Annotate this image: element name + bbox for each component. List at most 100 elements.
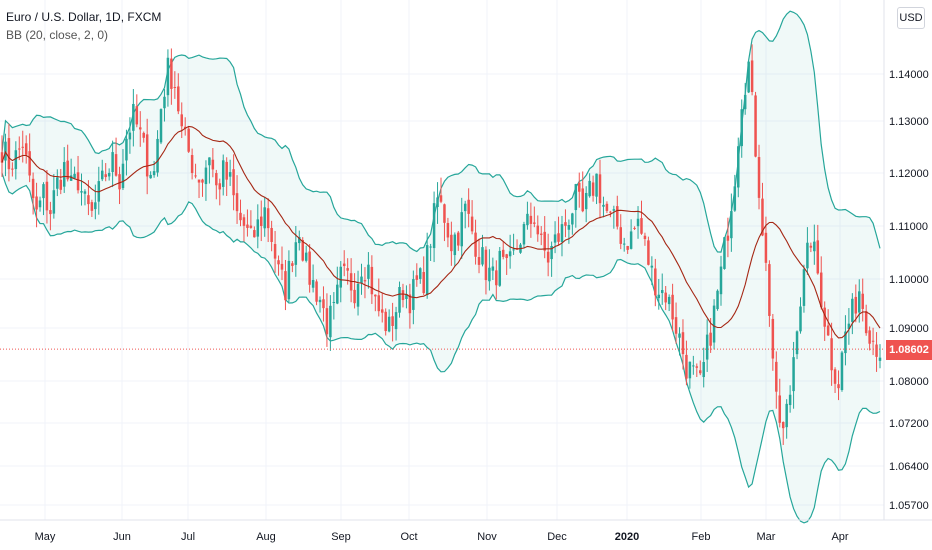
candle-body <box>678 333 681 338</box>
candle-body <box>66 160 69 180</box>
candle-body <box>401 290 405 301</box>
time-tick-label: Sep <box>331 531 351 543</box>
candle-body <box>674 317 678 334</box>
candle-body <box>387 316 391 332</box>
candle-body <box>775 361 778 392</box>
candle-body <box>819 272 823 308</box>
candle-body <box>526 213 529 226</box>
candle-body <box>228 172 232 177</box>
candle-body <box>702 361 705 378</box>
candle-body <box>225 161 228 180</box>
candle-body <box>875 344 878 357</box>
candle-body <box>837 384 840 389</box>
candle-body <box>38 200 42 208</box>
candle-body <box>370 266 374 295</box>
candle-body <box>481 247 484 265</box>
candle-body <box>550 245 553 260</box>
candle-body <box>339 266 343 288</box>
candle-body <box>242 217 246 226</box>
candle-body <box>363 280 367 282</box>
candle-body <box>733 186 737 211</box>
candle-body <box>726 235 730 241</box>
candle-body <box>31 178 35 199</box>
candle-body <box>636 218 640 227</box>
candle-body <box>730 211 733 239</box>
candle-body <box>581 188 584 212</box>
candle-body <box>868 330 871 344</box>
candle-body <box>332 301 336 303</box>
candle-body <box>277 260 280 265</box>
candle-body <box>21 146 24 148</box>
candle-body <box>104 174 107 178</box>
candle-body <box>73 173 76 179</box>
candle-body <box>467 199 470 214</box>
candle-body <box>201 179 204 183</box>
last-price-label: 1.08602 <box>886 340 932 360</box>
candle-body <box>443 204 446 223</box>
candle-body <box>80 191 83 193</box>
candle-body <box>83 191 87 194</box>
candle-body <box>505 254 508 259</box>
candle-body <box>598 174 602 204</box>
lower-band-line <box>1 172 881 524</box>
price-tick-label: 1.08000 <box>889 376 929 388</box>
candle-body <box>484 249 488 281</box>
candle-body <box>747 61 750 93</box>
price-tick-label: 1.13000 <box>889 116 929 128</box>
candle-body <box>453 234 457 256</box>
candle-body <box>591 182 595 196</box>
price-tick-label: 1.07200 <box>889 418 929 430</box>
price-axis[interactable]: 1.14000 1.13000 1.12000 1.11000 1.10000 1.090… <box>889 69 929 512</box>
candle-body <box>422 271 425 294</box>
candle-body <box>149 174 152 179</box>
candle-body <box>35 196 38 210</box>
candle-body <box>322 299 325 309</box>
candle-body <box>311 280 315 288</box>
candle-body <box>125 138 128 161</box>
candle-body <box>152 171 156 176</box>
candle-body <box>764 232 768 263</box>
candle-body <box>304 252 308 261</box>
candle-body <box>170 58 173 89</box>
candle-body <box>128 132 132 140</box>
candle-body <box>391 316 394 326</box>
candle-body <box>432 203 436 249</box>
candle-body <box>851 298 854 322</box>
currency-button[interactable]: USD <box>897 7 925 29</box>
candle-body <box>253 230 256 238</box>
candle-body <box>353 289 356 304</box>
candle-body <box>667 296 671 305</box>
time-tick-label: Oct <box>400 531 417 543</box>
candle-body <box>412 279 415 310</box>
candle-body <box>204 167 208 185</box>
candle-body <box>76 172 80 191</box>
candle-body <box>650 265 654 268</box>
candle-body <box>356 283 360 307</box>
candle-body <box>218 183 222 190</box>
candle-body <box>539 233 543 235</box>
candle-body <box>24 143 28 155</box>
time-tick-label: Aug <box>256 531 276 543</box>
time-axis[interactable]: May Jun Jul Aug Sep Oct Nov Dec 2020 Feb Mar Apr <box>35 531 849 543</box>
time-tick-label: 2020 <box>615 531 639 543</box>
candle-body <box>546 251 550 263</box>
candle-body <box>595 173 598 197</box>
candle-body <box>457 232 460 246</box>
candle-body <box>59 179 63 190</box>
candle-body <box>249 225 253 228</box>
candle-body <box>629 231 633 249</box>
time-tick-label: Nov <box>477 531 497 543</box>
candle-body <box>439 195 443 202</box>
candle-body <box>560 224 564 242</box>
time-tick-label: Dec <box>547 531 567 543</box>
price-tick-label: 1.11000 <box>889 221 928 233</box>
candle-body <box>156 138 159 173</box>
candle-body <box>197 179 201 183</box>
candle-body <box>384 311 387 332</box>
candle-body <box>643 235 647 240</box>
candle-body <box>813 241 816 252</box>
chart-legend: Euro / U.S. Dollar, 1D, FXCM BB (20, clo… <box>6 8 161 44</box>
candle-body <box>567 224 571 230</box>
candle-body <box>239 212 242 221</box>
